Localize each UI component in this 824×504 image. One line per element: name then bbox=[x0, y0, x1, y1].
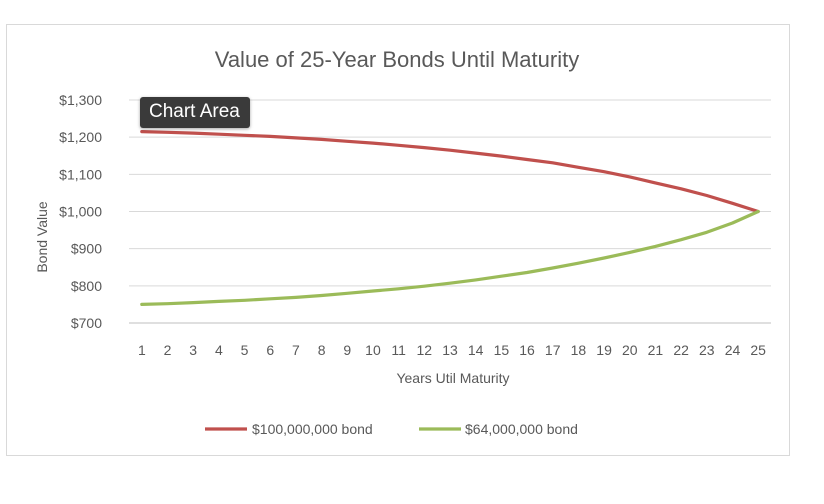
x-tick-label: 20 bbox=[622, 342, 638, 358]
y-tick-label: $1,300 bbox=[59, 92, 102, 108]
series-line[interactable] bbox=[140, 129, 760, 214]
x-tick-label: 4 bbox=[215, 342, 223, 358]
x-tick-label: 15 bbox=[494, 342, 510, 358]
chart-title: Value of 25-Year Bonds Until Maturity bbox=[215, 47, 579, 72]
x-tick-label: 14 bbox=[468, 342, 484, 358]
series-line[interactable] bbox=[140, 209, 760, 306]
line-chart: Value of 25-Year Bonds Until Maturity Bo… bbox=[34, 47, 771, 437]
y-tick-label: $1,000 bbox=[59, 204, 102, 220]
x-tick-label: 21 bbox=[648, 342, 664, 358]
plot-series bbox=[140, 129, 760, 306]
y-axis-title: Bond Value bbox=[34, 201, 50, 273]
x-tick-label: 5 bbox=[241, 342, 249, 358]
x-tick-label: 8 bbox=[318, 342, 326, 358]
x-tick-label: 19 bbox=[596, 342, 612, 358]
x-axis-title: Years Util Maturity bbox=[396, 370, 509, 386]
x-tick-label: 7 bbox=[292, 342, 300, 358]
x-tick-label: 17 bbox=[545, 342, 561, 358]
y-axis-ticks: $700 $800 $900 $1,000 $1,100 $1,200 $1,300 bbox=[59, 92, 102, 331]
x-tick-label: 1 bbox=[138, 342, 146, 358]
y-tick-label: $900 bbox=[71, 241, 102, 257]
x-tick-label: 12 bbox=[417, 342, 433, 358]
y-tick-label: $700 bbox=[71, 315, 102, 331]
y-tick-label: $1,100 bbox=[59, 166, 102, 182]
chart-area-tooltip: Chart Area bbox=[140, 97, 250, 128]
x-tick-label: 11 bbox=[391, 342, 406, 358]
x-tick-label: 22 bbox=[673, 342, 689, 358]
x-tick-label: 24 bbox=[725, 342, 741, 358]
legend-label: $64,000,000 bond bbox=[465, 421, 578, 437]
x-tick-label: 23 bbox=[699, 342, 715, 358]
x-tick-label: 9 bbox=[343, 342, 351, 358]
x-tick-label: 3 bbox=[189, 342, 197, 358]
x-tick-label: 16 bbox=[519, 342, 535, 358]
x-tick-label: 10 bbox=[365, 342, 381, 358]
x-tick-label: 25 bbox=[750, 342, 766, 358]
legend-label: $100,000,000 bond bbox=[252, 421, 373, 437]
chart-area[interactable]: Value of 25-Year Bonds Until Maturity Bo… bbox=[6, 24, 790, 456]
y-tick-label: $800 bbox=[71, 278, 102, 294]
x-tick-label: 18 bbox=[571, 342, 587, 358]
x-tick-label: 13 bbox=[442, 342, 458, 358]
x-tick-label: 2 bbox=[164, 342, 172, 358]
legend: $100,000,000 bond $64,000,000 bond bbox=[205, 421, 578, 437]
x-axis-ticks: 1 2 3 4 5 6 7 8 9 10 11 12 13 14 15 16 17 18 19 20 21 22 23 24 2… bbox=[138, 342, 766, 358]
x-tick-label: 6 bbox=[266, 342, 274, 358]
y-tick-label: $1,200 bbox=[59, 129, 102, 145]
